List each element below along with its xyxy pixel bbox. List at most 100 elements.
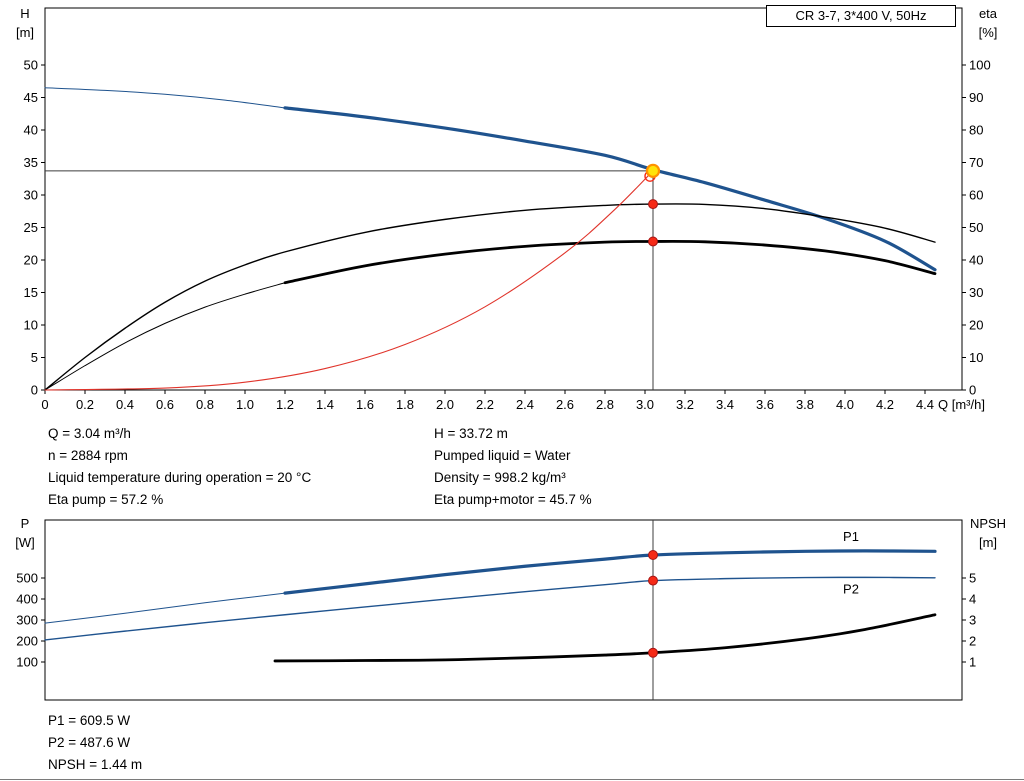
h-axis-symbol: H [20, 6, 30, 21]
qh-curve-lowflow [44, 87, 286, 109]
info-flow: Q = 3.04 m³/h [48, 426, 131, 441]
eta-tick-label: 20 [969, 318, 983, 333]
p-tick-label: 200 [16, 634, 38, 649]
eta-pump-motor-point [648, 236, 658, 247]
p1-point [648, 550, 658, 561]
qh-curve [283, 106, 937, 272]
q-tick-label: 1.0 [236, 397, 254, 412]
q-tick-label: 0 [41, 397, 48, 412]
p-tick-label: 100 [16, 655, 38, 670]
power-info: P1 = 609.5 W P2 = 487.6 W NPSH = 1.44 m [48, 710, 142, 776]
eta-pump-motor-lowflow [44, 282, 286, 391]
q-tick-label: 3.2 [676, 397, 694, 412]
npsh-point [648, 647, 658, 658]
info-p1: P1 = 609.5 W [48, 713, 131, 728]
info-eta-pump-motor: Eta pump+motor = 45.7 % [434, 492, 592, 507]
system-curve [44, 170, 654, 391]
h-tick-label: 25 [24, 220, 38, 235]
q-tick-label: 4.4 [916, 397, 934, 412]
eta-pump-motor-curve [283, 239, 937, 285]
h-tick-label: 40 [24, 123, 38, 138]
eta-tick-label: 100 [969, 58, 991, 73]
pump-title: CR 3-7, 3*400 V, 50Hz [766, 5, 956, 27]
q-tick-label: 0.8 [196, 397, 214, 412]
eta-tick-label: 10 [969, 350, 983, 365]
power-plot-frame [44, 519, 963, 701]
npsh-tick-label: 4 [969, 592, 976, 607]
q-tick-label: 1.2 [276, 397, 294, 412]
q-tick-label: 3.8 [796, 397, 814, 412]
q-tick-label: 2.8 [596, 397, 614, 412]
eta-tick-label: 30 [969, 285, 983, 300]
h-axis-unit: [m] [15, 25, 35, 40]
q-tick-label: 4.2 [876, 397, 894, 412]
h-tick-label: 10 [24, 318, 38, 333]
q-tick-label: 2.4 [516, 397, 534, 412]
curve-label-p2: P2 [843, 581, 859, 596]
p2-curve [44, 576, 936, 641]
p-tick-label: 500 [16, 571, 38, 586]
q-tick-label: 3.4 [716, 397, 734, 412]
eta-axis-unit: [%] [978, 25, 998, 40]
npsh-axis-title: NPSH [m] [958, 514, 1018, 552]
eta-tick-label: 60 [969, 188, 983, 203]
npsh-tick-label: 5 [969, 571, 976, 586]
qh-plot-frame [44, 7, 963, 391]
h-axis-title: H [m] [6, 4, 44, 42]
p-axis-unit: [W] [15, 535, 35, 550]
h-tick-label: 45 [24, 90, 38, 105]
npsh-tick-label: 1 [969, 655, 976, 670]
eta-axis-title: eta [%] [964, 4, 1012, 42]
p1-curve [283, 549, 937, 595]
bottom-divider [0, 779, 1024, 780]
curve-label-p1: P1 [843, 529, 859, 544]
q-tick-label: 2.6 [556, 397, 574, 412]
eta-tick-label: 0 [969, 383, 976, 398]
eta-pump-point [648, 199, 658, 210]
eta-tick-label: 70 [969, 155, 983, 170]
q-tick-label: 1.4 [316, 397, 334, 412]
info-head: H = 33.72 m [434, 426, 508, 441]
p2-point [648, 575, 658, 586]
npsh-axis-unit: [m] [978, 535, 998, 550]
h-tick-label: 50 [24, 58, 38, 73]
h-tick-label: 5 [31, 350, 38, 365]
q-tick-label: 0.2 [76, 397, 94, 412]
eta-tick-label: 40 [969, 253, 983, 268]
h-tick-label: 0 [31, 383, 38, 398]
q-tick-label: 3.0 [636, 397, 654, 412]
info-p2: P2 = 487.6 W [48, 735, 131, 750]
duty-info-left: Q = 3.04 m³/h n = 2884 rpm Liquid temper… [48, 423, 311, 511]
p-axis-symbol: P [20, 516, 30, 531]
duty-info-right: H = 33.72 m Pumped liquid = Water Densit… [434, 423, 592, 511]
q-tick-label: 3.6 [756, 397, 774, 412]
npsh-tick-label: 3 [969, 613, 976, 628]
info-eta-pump: Eta pump = 57.2 % [48, 492, 164, 507]
q-axis-unit-label: Q [m³/h] [938, 397, 985, 412]
h-tick-label: 20 [24, 253, 38, 268]
duty-point[interactable] [645, 163, 661, 178]
q-tick-label: 4.0 [836, 397, 854, 412]
eta-pump-curve [44, 203, 936, 391]
q-tick-label: 2.0 [436, 397, 454, 412]
info-pumped-liquid: Pumped liquid = Water [434, 448, 571, 463]
eta-tick-label: 90 [969, 90, 983, 105]
h-tick-label: 15 [24, 285, 38, 300]
p-tick-label: 300 [16, 613, 38, 628]
npsh-tick-label: 2 [969, 634, 976, 649]
q-tick-label: 1.6 [356, 397, 374, 412]
info-density: Density = 998.2 kg/m³ [434, 470, 566, 485]
q-tick-label: 0.4 [116, 397, 134, 412]
eta-tick-label: 50 [969, 220, 983, 235]
q-tick-label: 1.8 [396, 397, 414, 412]
info-speed: n = 2884 rpm [48, 448, 128, 463]
q-tick-label: 0.6 [156, 397, 174, 412]
h-tick-label: 35 [24, 155, 38, 170]
npsh-curve [273, 613, 937, 663]
info-liquid-temperature: Liquid temperature during operation = 20… [48, 470, 312, 485]
q-tick-label: 2.2 [476, 397, 494, 412]
eta-tick-label: 80 [969, 123, 983, 138]
p1-curve-lowflow [44, 592, 286, 624]
